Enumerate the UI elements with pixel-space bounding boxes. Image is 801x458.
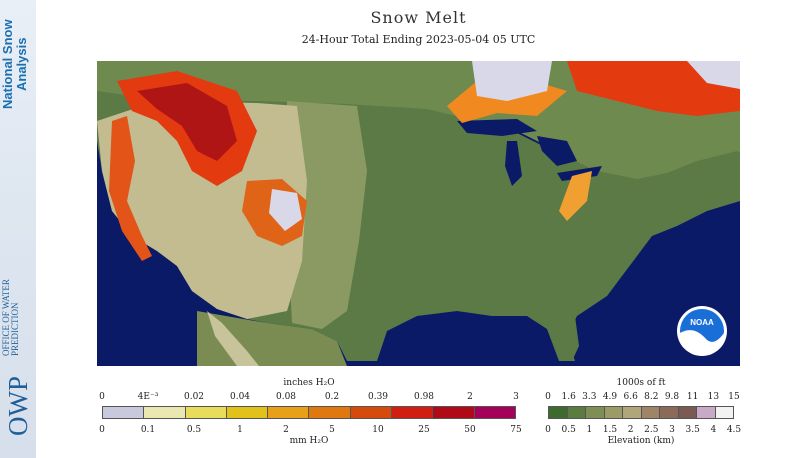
- elevation-legend-bottom-tick: 4: [710, 425, 717, 435]
- melt-legend-swatch: [226, 407, 269, 418]
- snow-melt-map: NOAA: [97, 61, 740, 366]
- elevation-legend-bottom-tick: 4.5: [726, 425, 742, 435]
- great-plains: [287, 101, 367, 329]
- melt-legend-bottom-tick: 2: [283, 425, 289, 435]
- branding-strip: National Snow Analysis OFFICE OF WATER P…: [0, 0, 36, 458]
- office-name: OFFICE OF WATER PREDICTION: [1, 279, 20, 356]
- lake-michigan: [505, 141, 522, 186]
- melt-legend-swatch: [350, 407, 393, 418]
- melt-legend-bottom-tick: 0.1: [140, 425, 156, 435]
- elevation-legend-swatch: [604, 407, 623, 418]
- elevation-legend-bottom-tick: 0: [545, 425, 551, 435]
- elevation-legend-swatch: [623, 407, 642, 418]
- page-subtitle: 24-Hour Total Ending 2023-05-04 05 UTC: [301, 33, 536, 46]
- lake-erie: [557, 166, 602, 181]
- melt-legend-top-tick: 0: [99, 392, 105, 402]
- melt-legend-top-tick: 0.08: [275, 392, 297, 402]
- elevation-legend-bottom-tick: 1: [586, 425, 593, 435]
- melt-legend-swatch: [392, 407, 434, 418]
- elevation-legend-top-tick: 3.3: [582, 392, 597, 402]
- elevation-legend-bar: [548, 406, 734, 419]
- melt-legend-swatch: [433, 407, 475, 418]
- melt-legend-bottom-tick: 50: [464, 425, 476, 435]
- melt-legend-swatch: [309, 407, 351, 418]
- noaa-logo-text: NOAA: [690, 318, 714, 327]
- melt-legend-top-tick: 2: [467, 392, 473, 402]
- western-highlands: [97, 101, 307, 319]
- elevation-legend-top-tick: 0: [545, 392, 551, 402]
- melt-cascades: [109, 116, 152, 261]
- melt-legend-swatch: [144, 407, 186, 418]
- elevation-legend-bottom-tick: 3: [669, 425, 675, 435]
- melt-legend-bottom-tick: 0: [99, 425, 105, 435]
- elevation-legend-top-tick: 15: [728, 392, 740, 402]
- melt-legend-top-tick: 3: [513, 392, 519, 402]
- canada-land: [97, 61, 740, 186]
- elevation-legend-swatch: [641, 407, 660, 418]
- snow-colorado: [269, 189, 302, 231]
- melt-northern-rockies-core: [137, 83, 237, 161]
- baja: [207, 311, 259, 366]
- elevation-legend-swatch: [678, 407, 697, 418]
- elevation-legend-swatch: [586, 407, 605, 418]
- page-title: Snow Melt: [370, 8, 467, 27]
- elevation-legend-top-tick: 11: [686, 392, 699, 402]
- elevation-legend-bottom-tick: 2: [627, 425, 634, 435]
- elevation-legend-swatch: [549, 407, 568, 418]
- map-svg: NOAA: [97, 61, 740, 366]
- melt-legend-top-unit: inches H₂O: [283, 378, 335, 388]
- melt-legend-bottom-tick: 1: [237, 425, 243, 435]
- elevation-legend-top-tick: 4.9: [602, 392, 618, 402]
- melt-legend-bottom-tick: 25: [418, 425, 430, 435]
- melt-northeast: [567, 61, 740, 116]
- elevation-legend-top-tick: 13: [707, 392, 720, 402]
- melt-legend-top-tick: 0.02: [183, 392, 205, 402]
- melt-legend-top-tick: 4E⁻³: [137, 392, 159, 402]
- melt-legend-bottom-tick: 10: [372, 425, 384, 435]
- melt-appalachians: [559, 171, 592, 221]
- florida: [552, 316, 579, 361]
- elevation-legend-top-tick: 1.6: [561, 392, 576, 402]
- melt-legend-swatch: [474, 407, 515, 418]
- snow-northeast: [687, 61, 740, 89]
- elevation-legend-bottom-tick: 1.5: [602, 425, 618, 435]
- noaa-logo: NOAA: [677, 306, 727, 356]
- owp-logo: OWP: [3, 376, 33, 436]
- program-line2: Analysis: [14, 37, 29, 91]
- melt-legend-top-tick: 0.04: [229, 392, 251, 402]
- elevation-legend-swatch: [567, 407, 586, 418]
- melt-legend-bottom-tick: 75: [510, 425, 522, 435]
- elevation-legend-bottom-unit: Elevation (km): [607, 436, 675, 446]
- elevation-legend-swatch: [697, 407, 716, 418]
- elevation-legend-bottom-tick: 3.5: [685, 425, 700, 435]
- melt-legend-top-tick: 0.2: [324, 392, 340, 402]
- elevation-legend-bottom-tick: 2.5: [644, 425, 659, 435]
- melt-legend-bottom-tick: 0.5: [186, 425, 202, 435]
- lake-huron: [537, 136, 577, 166]
- melt-legend-swatch: [268, 407, 310, 418]
- melt-legend-bar: [102, 406, 516, 419]
- melt-legend-top-tick: 0.98: [413, 392, 435, 402]
- elevation-legend-swatch: [660, 407, 679, 418]
- elevation-legend-top-tick: 9.8: [664, 392, 680, 402]
- snow-hudson-area: [472, 61, 552, 101]
- elevation-legend-bottom-tick: 0.5: [561, 425, 576, 435]
- program-line1: National Snow: [0, 19, 15, 109]
- lake-superior: [457, 119, 537, 136]
- elevation-legend-swatch: [715, 407, 733, 418]
- melt-legend-top-tick: 0.39: [367, 392, 389, 402]
- elevation-legend-top-unit: 1000s of ft: [616, 378, 666, 388]
- melt-legend-swatch: [103, 407, 145, 418]
- melt-legend-swatch: [185, 407, 227, 418]
- elevation-legend-top-tick: 8.2: [644, 392, 659, 402]
- melt-legend: inches H₂O 0 4E⁻³ 0.02 0.04 0.08 0.2 0.39 0.98 2…: [99, 378, 522, 454]
- melt-legend-bottom-unit: mm H₂O: [289, 436, 329, 446]
- melt-legend-bottom-tick: 5: [329, 425, 335, 435]
- program-name: National Snow Analysis: [0, 4, 35, 124]
- elevation-legend-top-tick: 6.6: [623, 392, 638, 402]
